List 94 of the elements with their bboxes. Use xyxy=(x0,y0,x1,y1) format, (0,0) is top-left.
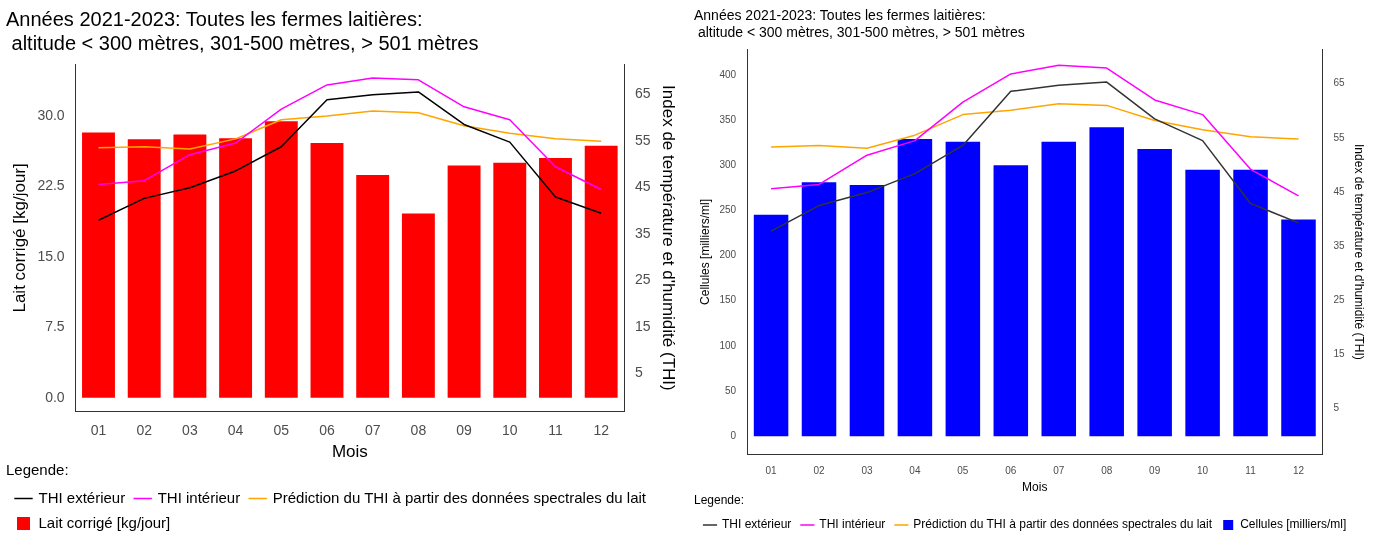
x-tick-label: 10 xyxy=(1197,464,1209,476)
y2-tick-label: 55 xyxy=(1333,131,1346,143)
x-tick-label: 12 xyxy=(593,422,610,439)
x-tick-label: 07 xyxy=(364,422,381,439)
y2-tick-label: 15 xyxy=(635,317,651,334)
chart-title: Années 2021-2023: Toutes les fermes laitières: altitude < 300 mètres, 301-500 mètres, > 501 mètres xyxy=(6,7,479,54)
bar xyxy=(753,214,789,437)
bar xyxy=(493,162,527,398)
bar xyxy=(219,138,253,398)
legend-label: THI extérieur xyxy=(722,517,792,532)
y-tick-label: 200 xyxy=(719,249,737,261)
legend-title: Legende: xyxy=(694,492,745,507)
y-tick-label: 100 xyxy=(719,339,737,351)
y2-tick-label: 35 xyxy=(1333,239,1346,251)
x-tick-label: 06 xyxy=(1005,464,1017,476)
x-axis-title: Mois xyxy=(1022,479,1048,494)
x-axis-title: Mois xyxy=(331,442,368,462)
x-tick-label: 01 xyxy=(765,464,778,476)
bar xyxy=(539,158,572,398)
x-tick-label: 12 xyxy=(1292,464,1305,476)
bar xyxy=(1233,169,1268,437)
legend-title: Legende: xyxy=(6,460,69,478)
y-tick-label: 350 xyxy=(719,113,737,125)
x-tick-label: 04 xyxy=(909,464,921,476)
y2-tick-label: 65 xyxy=(635,85,651,102)
x-tick-label: 05 xyxy=(273,422,290,439)
legend-label: THI intérieur xyxy=(819,517,886,532)
x-tick-label: 04 xyxy=(227,422,244,439)
y-tick-label: 300 xyxy=(719,158,737,170)
x-tick-label: 03 xyxy=(861,464,873,476)
bar xyxy=(849,185,885,437)
bar xyxy=(1281,219,1316,437)
y2-tick-label: 25 xyxy=(635,271,651,288)
x-tick-label: 03 xyxy=(182,422,198,439)
legend-label: THI intérieur xyxy=(157,488,241,506)
x-tick-label: 06 xyxy=(319,422,335,439)
y-tick-label: 22.5 xyxy=(37,177,65,194)
y-tick-label: 150 xyxy=(719,294,737,306)
y-tick-label: 400 xyxy=(719,68,737,80)
bar xyxy=(897,139,933,437)
y-tick-label: 7.5 xyxy=(45,318,65,335)
legend-label: Prédiction du THI à partir des données spectrales du lait xyxy=(913,517,1213,532)
y-tick-label: 15.0 xyxy=(37,247,65,264)
bar xyxy=(173,134,207,398)
y2-tick-label: 45 xyxy=(1333,185,1346,197)
legend-label: Lait corrigé [kg/jour] xyxy=(38,513,171,531)
legend-label: THI extérieur xyxy=(38,488,126,506)
x-tick-label: 02 xyxy=(813,464,826,476)
bar xyxy=(1137,148,1172,437)
y2-tick-label: 65 xyxy=(1333,77,1346,89)
bar xyxy=(127,139,161,398)
bar xyxy=(945,141,981,437)
x-tick-label: 08 xyxy=(410,422,427,439)
y2-axis-title: Index de température et d'humidité (THI) xyxy=(1352,144,1367,360)
bar xyxy=(310,142,344,398)
legend-label: Cellules [milliers/ml] xyxy=(1240,517,1347,532)
x-tick-label: 07 xyxy=(1053,464,1065,476)
chart-title: Années 2021-2023: Toutes les fermes laitières: altitude < 300 mètres, 301-500 mètres, > 501 mètres xyxy=(694,7,1025,41)
bar xyxy=(584,145,618,398)
bar xyxy=(447,165,481,398)
bar xyxy=(264,121,298,398)
bar xyxy=(1089,127,1124,437)
y2-tick-label: 45 xyxy=(635,178,651,195)
y-axis-title: Cellules [milliers/ml] xyxy=(697,198,712,305)
bar xyxy=(801,182,837,437)
bar xyxy=(1041,141,1077,437)
y-tick-label: 250 xyxy=(719,204,737,216)
y2-axis-title: Index de température et d'humidité (THI) xyxy=(659,85,679,391)
y2-tick-label: 15 xyxy=(1333,348,1346,360)
y2-tick-label: 5 xyxy=(1333,402,1340,414)
y-tick-label: 0 xyxy=(730,429,737,441)
x-tick-label: 09 xyxy=(1149,464,1161,476)
y-tick-label: 50 xyxy=(724,384,737,396)
x-tick-label: 05 xyxy=(957,464,969,476)
x-tick-label: 01 xyxy=(90,422,107,439)
y-tick-label: 30.0 xyxy=(37,106,65,123)
x-tick-label: 10 xyxy=(501,422,518,439)
y-tick-label: 0.0 xyxy=(45,388,65,405)
bar xyxy=(82,132,115,398)
y2-tick-label: 5 xyxy=(635,364,644,381)
x-tick-label: 11 xyxy=(548,422,563,439)
x-tick-label: 09 xyxy=(456,422,473,439)
x-tick-label: 02 xyxy=(136,422,153,439)
y2-tick-label: 55 xyxy=(635,131,651,148)
bar xyxy=(356,174,390,398)
x-tick-label: 08 xyxy=(1101,464,1113,476)
y2-tick-label: 35 xyxy=(635,224,651,241)
y2-tick-label: 25 xyxy=(1333,294,1346,306)
bar xyxy=(993,165,1029,437)
legend-label: Prédiction du THI à partir des données spectrales du lait xyxy=(272,488,647,506)
x-tick-label: 11 xyxy=(1245,464,1257,476)
y-axis-title: Lait corrigé [kg/jour] xyxy=(9,163,29,313)
bar xyxy=(1185,169,1220,437)
bar xyxy=(401,213,435,398)
